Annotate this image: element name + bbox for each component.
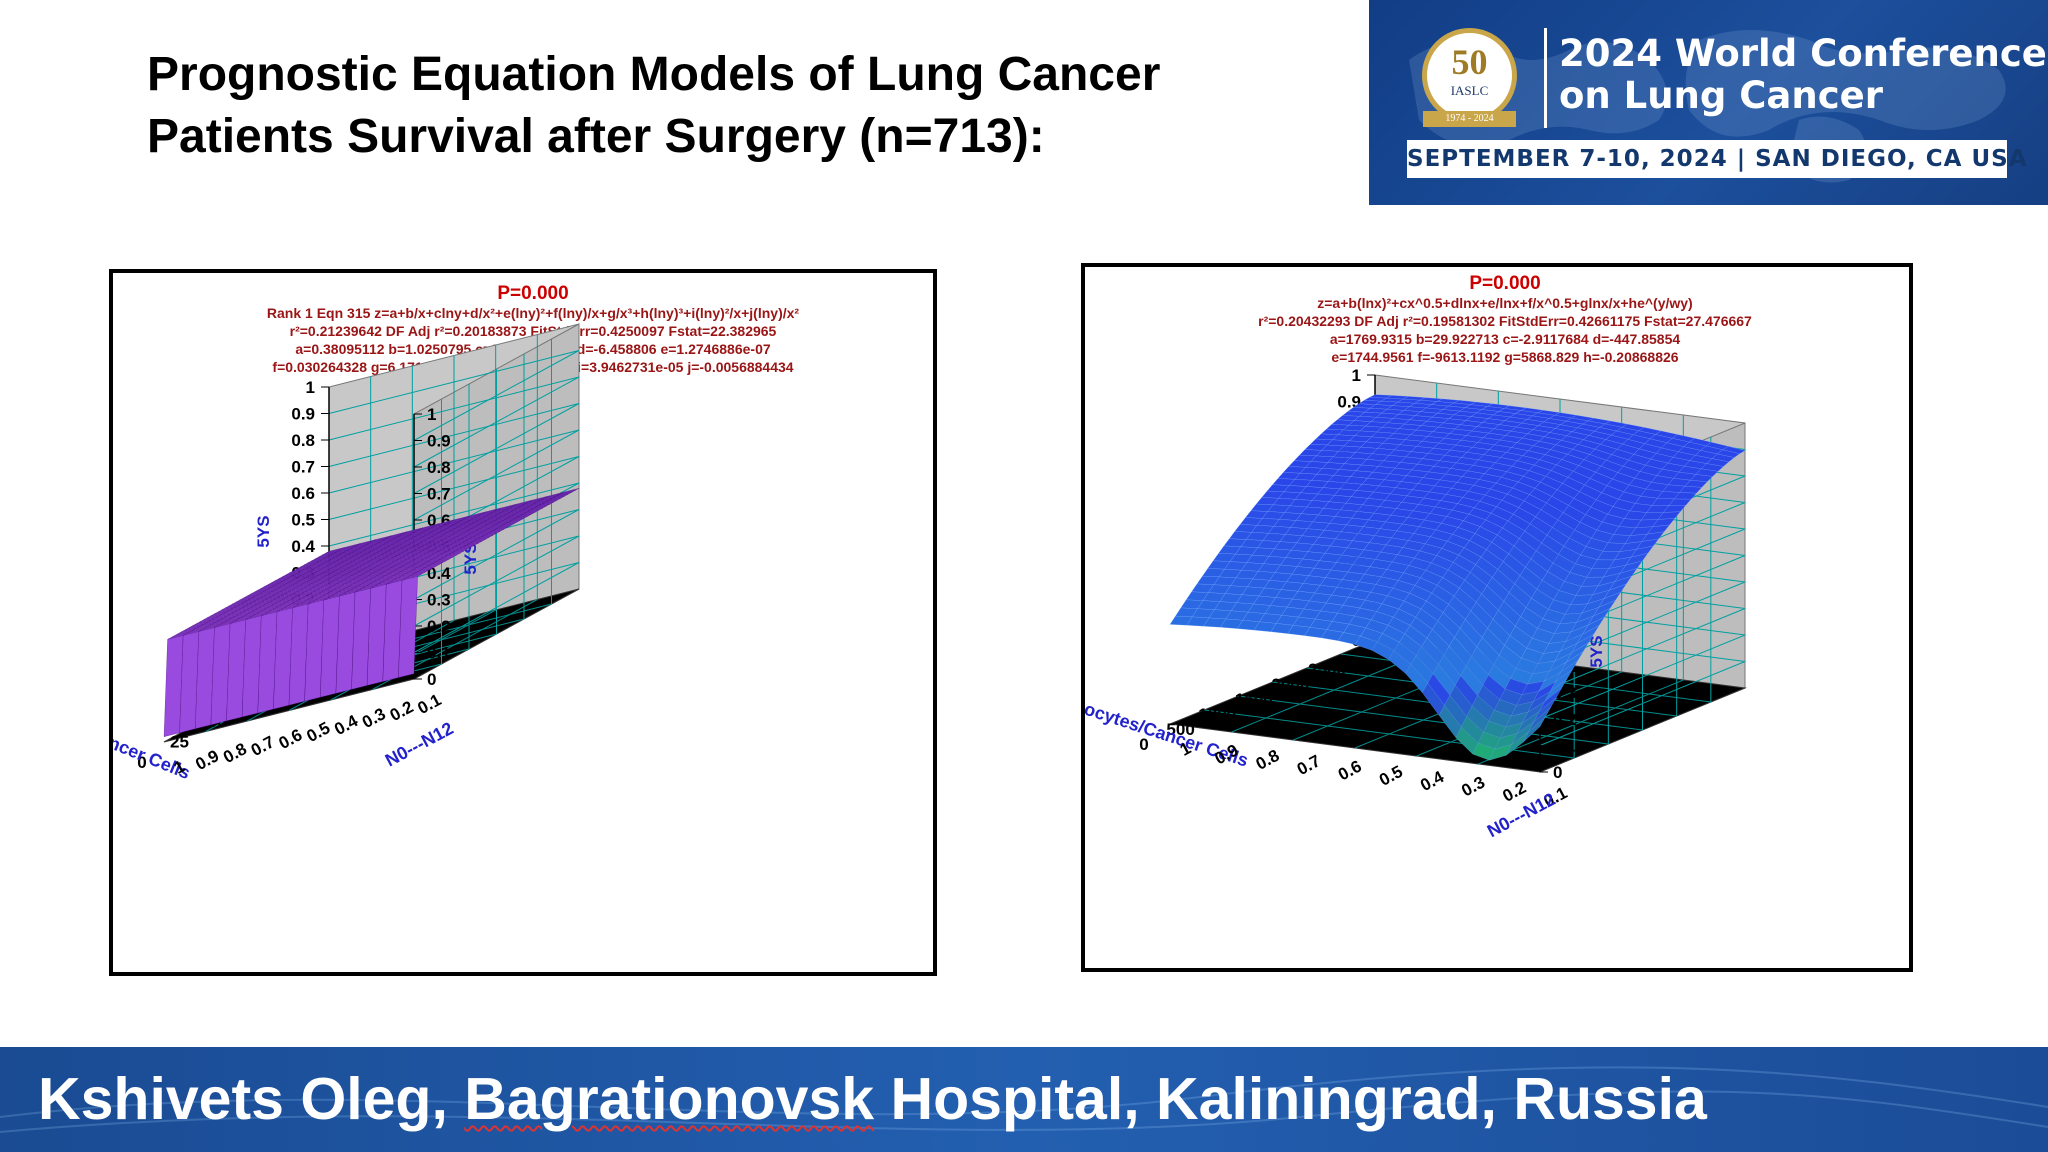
y-tick-label: 0.4 [1417,767,1447,795]
footer-author-affiliation: Kshivets Oleg, Bagrationovsk Hospital, K… [38,1065,1707,1133]
z-tick-label-right: 0.4 [427,564,451,583]
equation-header-line: r²=0.21239642 DF Adj r²=0.20183873 FitSt… [290,323,777,339]
surface-chart-thrombocytes: P=0.000z=a+b(lnx)²+cx^0.5+dlnx+e/lnx+f/x… [1085,273,1752,841]
equation-header-line: a=1769.9315 b=29.922713 c=-2.9117684 d=-… [1330,331,1681,347]
z-tick-label-left: 0.8 [291,431,315,450]
z-tick-label-right: 0 [427,670,436,689]
p-value-label: P=0.000 [1469,273,1540,294]
z-tick-label-left: 0.7 [291,458,315,477]
z-tick-label-right: 0.7 [427,485,451,504]
y-tick-label: 0.8 [1253,746,1283,774]
equation-header-line: r²=0.20432293 DF Adj r²=0.19581302 FitSt… [1258,313,1752,329]
z-tick-label-right: 0.1 [427,644,451,663]
z-tick-label-left: 0.5 [291,511,315,530]
slide-title-line-1: Prognostic Equation Models of Lung Cance… [147,48,1161,101]
x-tick-label: 2000 [1272,675,1310,694]
y-tick-label: 0.8 [220,739,250,767]
x-tick-label: 1000 [1198,705,1236,724]
iaslc-anniversary-badge: 50 IASLC 1974 - 2024 [1422,28,1517,127]
z-tick-label-left: 0.4 [291,537,315,556]
x-tick-label: 25 [170,733,189,752]
badge-org: IASLC [1450,83,1489,98]
footer-location: Hospital, Kaliningrad, Russia [874,1066,1707,1132]
z-tick-label-right: 0.8 [427,458,451,477]
banner-divider [1544,28,1547,128]
y-tick-label: 0.6 [1335,757,1365,785]
y-tick-label: 0.4 [331,711,361,739]
slide-title: Prognostic Equation Models of Lung Cance… [147,44,1317,168]
slide-title-line-2: Patients Survival after Surgery (n=713): [147,110,1045,163]
x-tick-label: 2500 [1308,660,1346,679]
x-tick-label: 0 [137,753,146,772]
x-tick-label: 0 [1139,735,1148,754]
z-tick-label-right: 0 [1553,763,1562,782]
z-tick-label-right: 1 [427,405,436,424]
equation-header-line: Rank 1 Eqn 315 z=a+b/x+clny+d/x²+e(lny)²… [267,305,799,321]
z-tick-label-left: 1 [306,378,315,397]
x-tick-label: 500 [1166,720,1194,739]
z-tick-label-right: 0.2 [1553,710,1577,729]
z-tick-label-left: 0.9 [291,405,315,424]
z-tick-label-right: 0.2 [427,617,451,636]
chart-panel-thrombocytes: P=0.000 z=a+b(lnx)²+cx^0.5+dlnx+e/lnx+f/x… [1081,263,1913,972]
conference-dates: SEPTEMBER 7-10, 2024 | SAN DIEGO, CA USA [1407,140,2027,178]
surface-cell [1522,716,1546,743]
chart-panel-leucocytes: P=0.000 Rank 1 Eqn 315 z=a+b/x+clny+d/x²+… [109,269,937,976]
z-tick-label-right: 0.9 [427,432,451,451]
y-tick-label: 0.1 [415,690,445,718]
y-tick-label: 0.3 [359,704,389,732]
conference-banner: 50 IASLC 1974 - 2024 2024 World Conferen… [1369,0,2048,205]
z-tick-label-right: 0.1 [1553,737,1577,756]
y-tick-label: 0.6 [276,725,306,753]
equation-header-line: z=a+b(lnx)²+cx^0.5+dlnx+e/lnx+f/x^0.5+gl… [1317,295,1692,311]
p-value-label: P=0.000 [497,283,568,304]
footer-wave-lines [0,1066,2048,1133]
y-tick-label: 0.5 [1376,762,1406,790]
badge-years: 1974 - 2024 [1423,111,1516,127]
z-axis-title-right: 5YS [1587,635,1606,667]
y-tick-label: 0.9 [192,746,222,774]
footer-bar: Kshivets Oleg, Bagrationovsk Hospital, K… [0,1047,2048,1152]
footer-hospital-name: Bagrationovsk [464,1066,875,1132]
footer-author: Kshivets Oleg, [38,1066,465,1132]
equation-header-line: e=1744.9561 f=-9613.1192 g=5868.829 h=-0… [1331,349,1678,365]
badge-number: 50 [1451,42,1488,82]
y-tick-label: 0.7 [248,732,278,760]
z-tick-label-right: 0.3 [427,591,451,610]
y-tick-label: 0.7 [1294,751,1324,779]
x-tick-label: 1500 [1235,690,1273,709]
z-tick-label-left: 0.6 [291,484,315,503]
y-tick-label: 0.3 [1458,773,1488,801]
z-axis-title-left: 5YS [254,515,273,547]
y-tick-label: 0.5 [303,718,333,746]
y-axis-title: N0---N12 [382,718,457,770]
conference-name-line-2: on Lung Cancer [1559,74,1884,117]
z-tick-label-left: 1 [1352,366,1361,385]
z-axis-title-right: 5YS [461,542,480,574]
conference-name-line-1: 2024 World Conference [1559,32,2047,75]
y-tick-label: 0.2 [387,697,417,725]
surface-cell [398,575,418,678]
